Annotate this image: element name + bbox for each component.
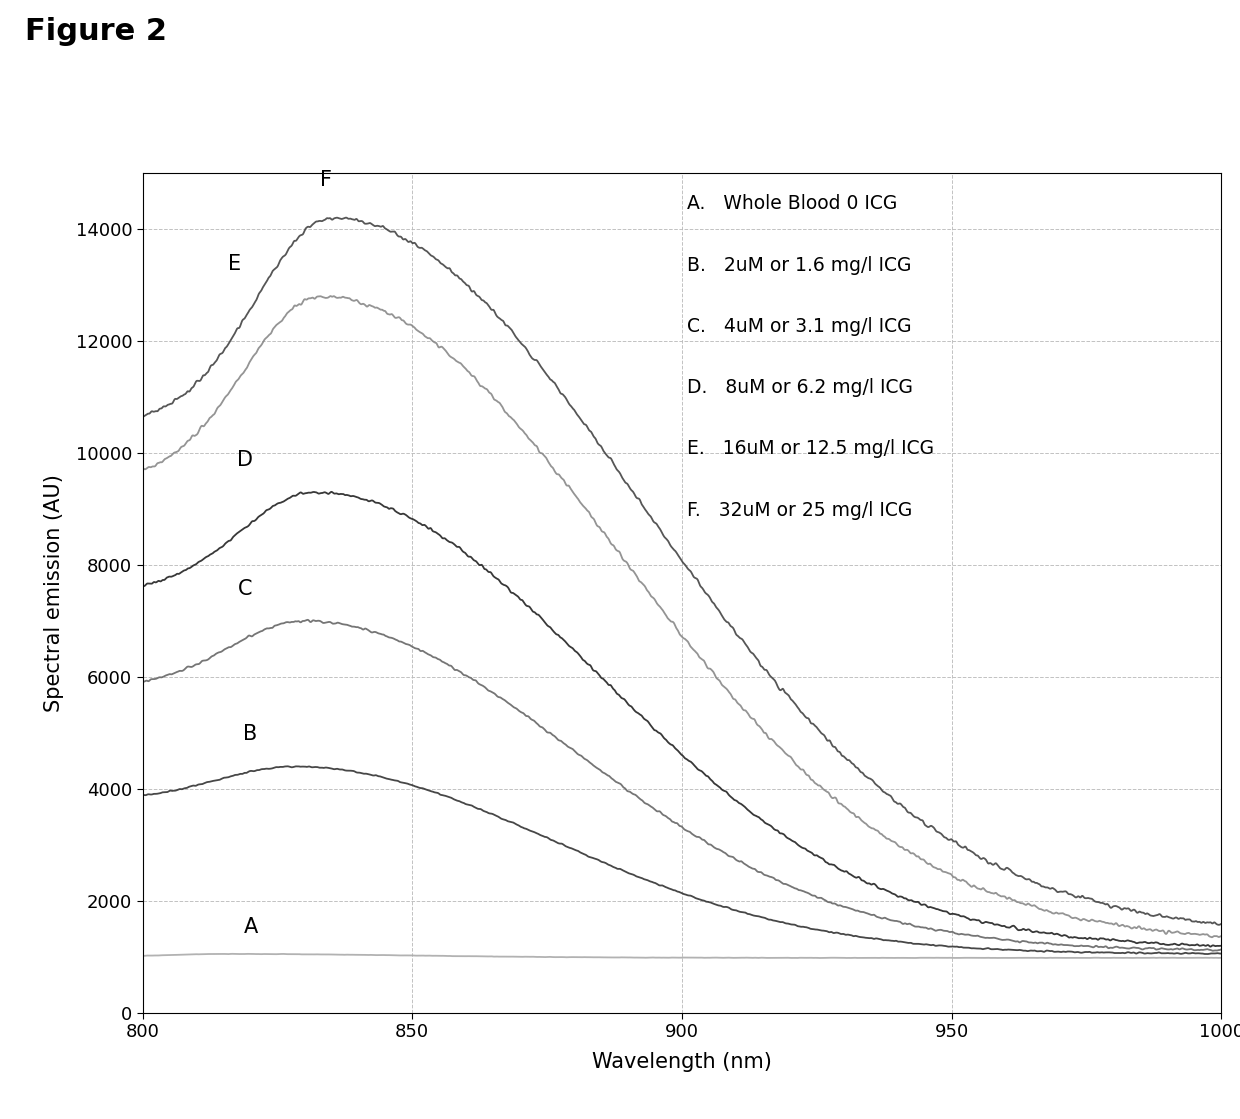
Text: B: B (243, 724, 258, 744)
Text: D.   8uM or 6.2 mg/l ICG: D. 8uM or 6.2 mg/l ICG (687, 378, 914, 397)
Text: D: D (237, 450, 253, 470)
Text: C.   4uM or 3.1 mg/l ICG: C. 4uM or 3.1 mg/l ICG (687, 317, 911, 336)
Text: E: E (228, 254, 241, 274)
Text: F.   32uM or 25 mg/l ICG: F. 32uM or 25 mg/l ICG (687, 501, 913, 519)
Text: C: C (238, 579, 252, 599)
Y-axis label: Spectral emission (AU): Spectral emission (AU) (45, 474, 64, 712)
Text: A.   Whole Blood 0 ICG: A. Whole Blood 0 ICG (687, 195, 898, 214)
X-axis label: Wavelength (nm): Wavelength (nm) (591, 1052, 773, 1072)
Text: E.   16uM or 12.5 mg/l ICG: E. 16uM or 12.5 mg/l ICG (687, 440, 935, 459)
Text: A: A (243, 918, 258, 938)
Text: B.   2uM or 1.6 mg/l ICG: B. 2uM or 1.6 mg/l ICG (687, 256, 911, 274)
Text: F: F (320, 170, 332, 190)
Text: Figure 2: Figure 2 (25, 17, 167, 46)
